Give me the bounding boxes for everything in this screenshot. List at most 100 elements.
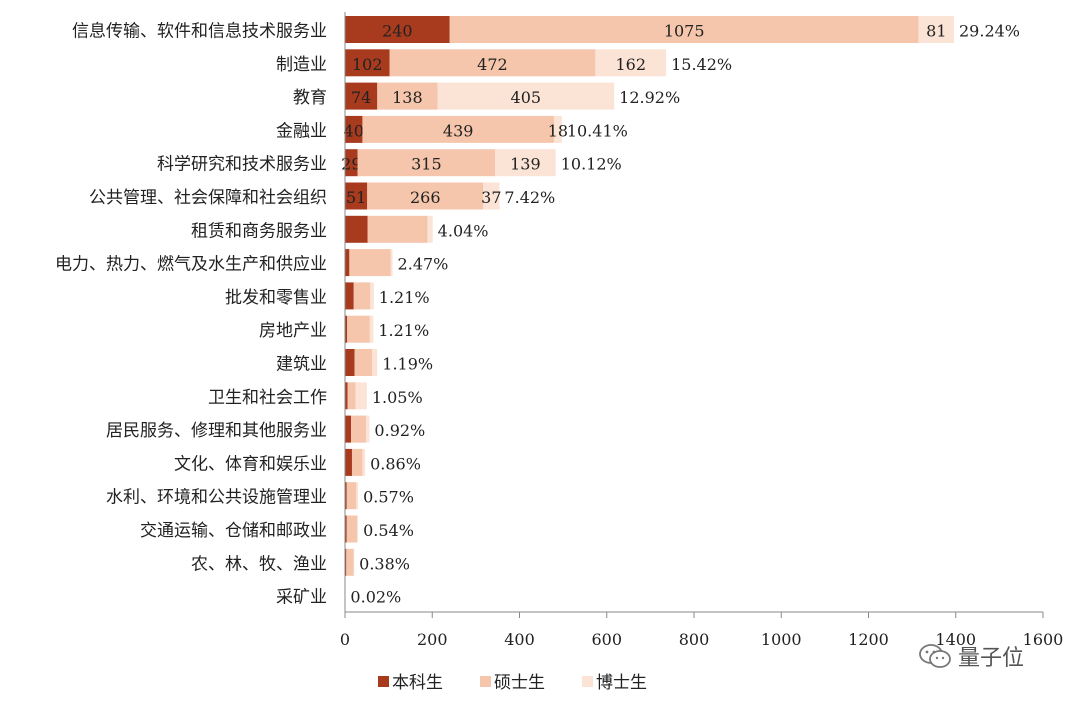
bar-segment [345, 16, 450, 43]
data-label: 74 [351, 88, 371, 107]
data-label: 1075 [664, 22, 705, 41]
category-label: 制造业 [276, 55, 327, 75]
category-label: 电力、热力、燃气及水生产和供应业 [55, 255, 327, 275]
category-label: 卫生和社会工作 [208, 388, 327, 408]
watermark-text: 量子位 [958, 646, 1025, 671]
percent-label: 4.04% [438, 221, 489, 240]
category-label: 科学研究和技术服务业 [157, 155, 327, 175]
bar-segment [346, 548, 354, 576]
bar-segment [357, 149, 496, 177]
x-tick-label: 800 [679, 630, 710, 649]
percent-label: 1.21% [378, 321, 429, 340]
bar-segment [351, 448, 363, 476]
bar-segment [353, 548, 355, 576]
data-label: 240 [382, 22, 413, 41]
category-label: 建筑业 [276, 355, 327, 375]
data-label: 18 [548, 121, 568, 140]
bar-segment [345, 315, 348, 343]
x-tick-label: 1600 [1023, 630, 1064, 649]
data-label: 315 [411, 155, 442, 174]
bar-segment [427, 215, 433, 243]
category-label: 租赁和商务服务业 [191, 221, 327, 241]
bar-segment [357, 515, 359, 543]
bar-segment [345, 182, 368, 210]
percent-label: 10.41% [567, 121, 628, 140]
bar-segment [355, 382, 367, 410]
bar-segment [345, 548, 347, 576]
bar-segment [345, 448, 352, 476]
percent-label: 0.54% [363, 521, 414, 540]
data-label: 51 [346, 188, 366, 207]
bar-segment [389, 49, 596, 77]
percent-label: 0.38% [359, 554, 410, 573]
bar-segment [354, 349, 373, 376]
bar-segment [495, 149, 556, 177]
bar-segment [390, 249, 393, 277]
bar-segment [356, 482, 359, 510]
bar-segment [345, 215, 368, 243]
bar-segment [449, 16, 919, 43]
bar-segment [345, 415, 352, 443]
percent-label: 12.92% [619, 88, 680, 107]
category-label: 信息传输、软件和信息技术服务业 [72, 22, 327, 42]
category-label: 文化、体育和娱乐业 [174, 454, 327, 474]
legend-swatch [582, 676, 593, 687]
data-label: 81 [926, 22, 946, 41]
bar-segment [353, 282, 371, 310]
watermark: 量子位 [918, 640, 1024, 672]
bar-segment [595, 49, 667, 77]
category-label: 金融业 [276, 121, 327, 141]
bar-segment [345, 282, 354, 310]
bar-segment [372, 349, 378, 376]
bar-segment [345, 349, 355, 376]
bar-segment [367, 215, 428, 243]
bar-segment [362, 448, 366, 476]
bar-segment [346, 515, 358, 543]
legend-swatch [480, 676, 491, 687]
legend-label: 硕士生 [494, 673, 545, 693]
category-label: 教育 [293, 88, 327, 108]
data-label: 29 [341, 155, 361, 174]
legend-swatch [378, 676, 389, 687]
bar-segment [345, 382, 348, 410]
data-label: 405 [511, 88, 542, 107]
percent-label: 1.19% [382, 355, 433, 374]
bar-segment [346, 482, 357, 510]
data-label: 37 [481, 188, 501, 207]
data-label: 162 [615, 55, 646, 74]
x-tick-label: 1400 [935, 630, 976, 649]
bar-segment [553, 115, 562, 143]
bar-segment [347, 382, 356, 410]
category-label: 交通运输、仓储和邮政业 [140, 521, 327, 541]
wechat-icon [919, 644, 951, 668]
category-label: 水利、环境和公共设施管理业 [106, 488, 327, 508]
percent-label: 0.92% [374, 421, 425, 440]
bar-segment [345, 115, 363, 143]
bar-segment [377, 82, 438, 110]
bar-segment [345, 482, 347, 510]
x-tick-label: 0 [340, 630, 350, 649]
bar-segment [437, 82, 615, 110]
data-label: 139 [510, 155, 541, 174]
percent-label: 29.24% [959, 22, 1020, 41]
legend-label: 博士生 [596, 673, 647, 693]
percent-label: 0.57% [363, 488, 414, 507]
bar-segment [345, 515, 347, 543]
percent-label: 7.42% [504, 188, 555, 207]
bar-segment [367, 182, 484, 210]
x-tick-label: 400 [504, 630, 535, 649]
percent-label: 1.05% [372, 388, 423, 407]
bar-segment [345, 149, 358, 177]
bar-segment [345, 49, 390, 77]
data-label: 266 [410, 188, 441, 207]
percent-label: 0.86% [370, 454, 421, 473]
x-tick-label: 1200 [848, 630, 889, 649]
percent-label: 1.21% [379, 288, 430, 307]
bar-segment [483, 182, 500, 210]
bar-segment [369, 315, 374, 343]
x-tick-label: 200 [417, 630, 448, 649]
x-tick-label: 600 [591, 630, 622, 649]
category-label: 居民服务、修理和其他服务业 [106, 421, 327, 441]
category-label: 房地产业 [259, 321, 327, 341]
